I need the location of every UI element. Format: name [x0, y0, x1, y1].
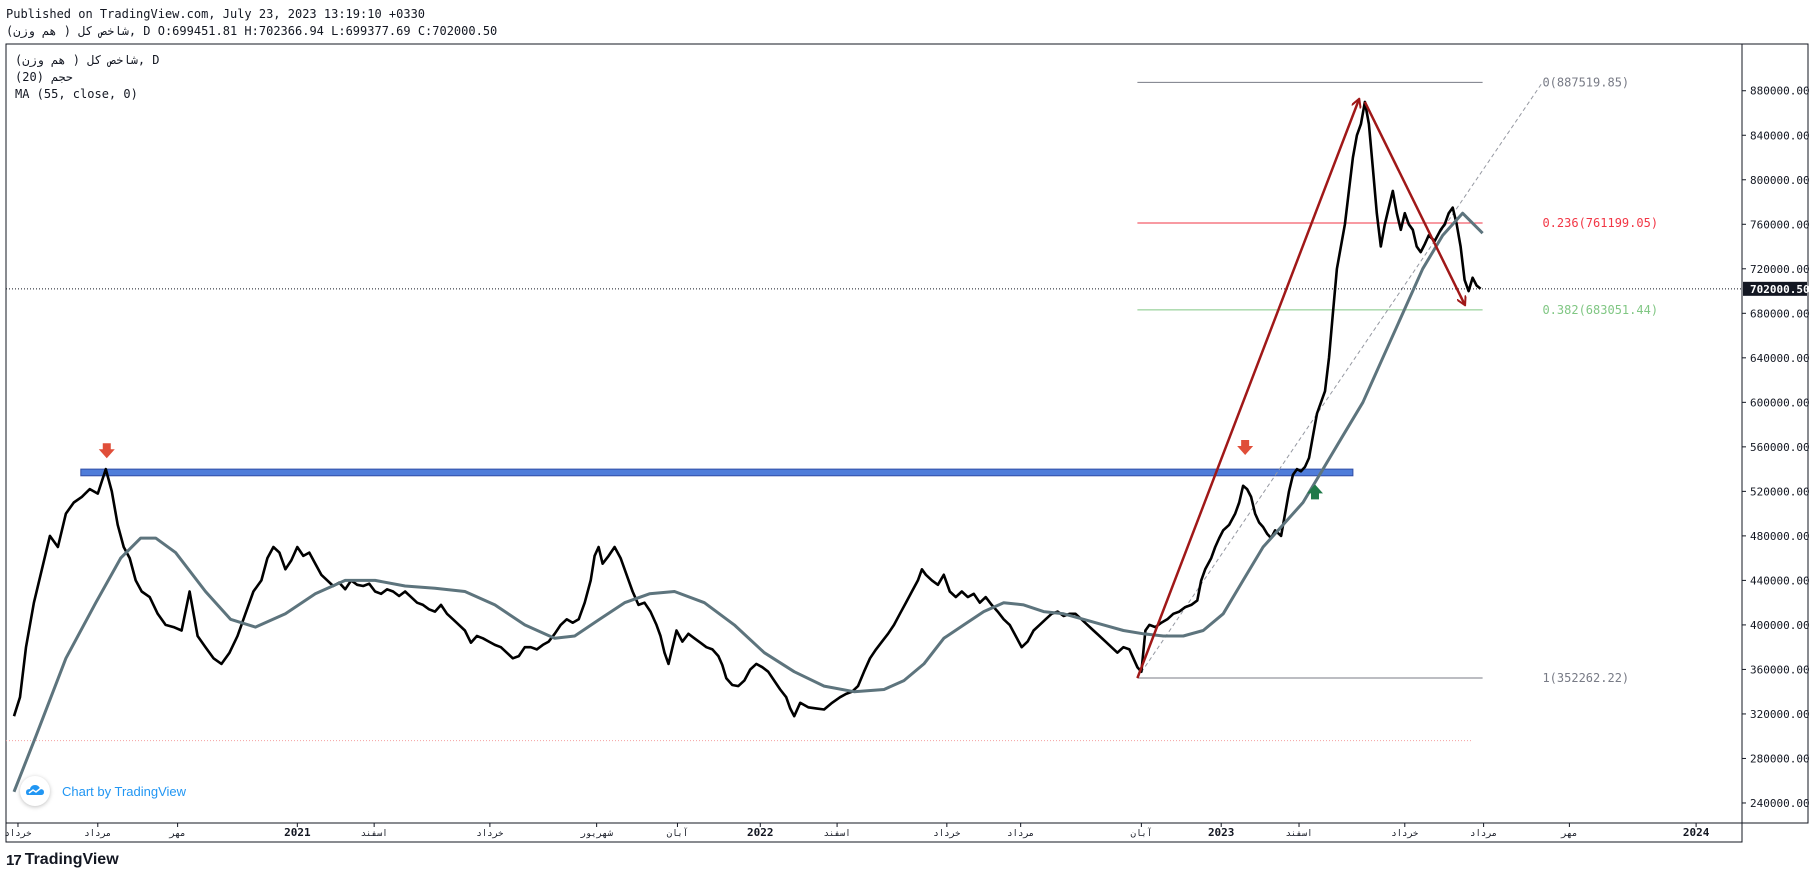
current-price-box: [1743, 281, 1807, 296]
resistance-band: [80, 468, 1354, 477]
x-tick-label: 2023: [1208, 826, 1235, 839]
time-axis-frame: [5, 822, 1743, 843]
y-tick-label: 440000.00: [1750, 574, 1810, 587]
x-tick-label: مرداد: [84, 829, 111, 839]
y-tick-label: 240000.00: [1750, 797, 1810, 810]
publish-line: Published on TradingView.com, July 23, 2…: [6, 7, 426, 21]
x-tick-label: آبان: [1131, 827, 1153, 839]
up-arrow-marker-icon: [1306, 484, 1323, 500]
x-tick-label: مرداد: [1007, 829, 1034, 839]
x-tick-label: خرداد: [933, 829, 960, 839]
trend-arrow: [1136, 100, 1358, 679]
legend-volume[interactable]: حجم (20): [15, 70, 73, 84]
x-tick-label: اسفند: [1285, 829, 1312, 839]
x-tick-label: 2022: [747, 826, 774, 839]
fib-level-label: 1(352262.22): [1542, 671, 1629, 685]
chart-by-label[interactable]: Chart by TradingView: [62, 783, 187, 799]
y-tick-label: 480000.00: [1750, 530, 1810, 543]
tradingview-cloud-icon: [20, 776, 50, 806]
y-tick-label: 520000.00: [1750, 485, 1810, 498]
price-line: [12, 100, 1482, 718]
y-tick-label: 800000.00: [1750, 174, 1810, 187]
x-tick-label: مرداد: [1470, 829, 1497, 839]
plot-frame: [5, 43, 1743, 824]
x-tick-label: 2021: [284, 826, 311, 839]
x-tick-label: مهر: [1560, 829, 1577, 839]
y-tick-label: 560000.00: [1750, 441, 1810, 454]
x-tick-label: خرداد: [476, 829, 503, 839]
y-tick-label: 360000.00: [1750, 663, 1810, 676]
y-tick-label: 680000.00: [1750, 307, 1810, 320]
fib-level-label: 0(887519.85): [1542, 75, 1629, 89]
y-tick-label: 320000.00: [1750, 708, 1810, 721]
x-tick-label: اسفند: [824, 829, 851, 839]
legend-symbol[interactable]: شاخص کل ( هم وزن), D: [15, 53, 160, 67]
x-tick-label: خرداد: [1391, 829, 1418, 839]
x-tick-label: اسفند: [361, 829, 388, 839]
x-tick-label: خرداد: [4, 829, 31, 839]
y-tick-label: 640000.00: [1750, 352, 1810, 365]
fib-level-label: 0.382(683051.44): [1542, 303, 1658, 317]
chart-legend: شاخص کل ( هم وزن), D حجم (20) MA (55, cl…: [15, 52, 160, 103]
y-tick-label: 880000.00: [1750, 85, 1810, 98]
x-tick-label: شهریور: [579, 829, 613, 839]
down-arrow-marker-icon: [1237, 439, 1254, 455]
moving-average-line: [12, 211, 1484, 793]
trend-arrow: [1363, 101, 1465, 305]
current-price-label: 702000.50: [1750, 283, 1810, 296]
y-tick-label: 280000.00: [1750, 752, 1810, 765]
price-axis-frame: [1741, 43, 1809, 824]
fib-trend-line: [1136, 82, 1543, 679]
fib-level-label: 0.236(761199.05): [1542, 216, 1658, 230]
tradingview-logo[interactable]: 17 TradingView: [6, 851, 119, 869]
chart-header: Published on TradingView.com, July 23, 2…: [6, 6, 497, 40]
x-tick-label: مهر: [168, 829, 185, 839]
legend-ma[interactable]: MA (55, close, 0): [15, 87, 138, 101]
chart-by-badge[interactable]: Chart by TradingView: [20, 776, 186, 806]
y-tick-label: 720000.00: [1750, 263, 1810, 276]
y-tick-label: 400000.00: [1750, 619, 1810, 632]
tradingview-brand: TradingView: [24, 851, 119, 868]
down-arrow-marker-icon: [98, 443, 115, 459]
x-tick-label: آبان: [667, 827, 689, 839]
y-tick-label: 760000.00: [1750, 218, 1810, 231]
y-tick-label: 840000.00: [1750, 129, 1810, 142]
y-tick-label: 600000.00: [1750, 396, 1810, 409]
x-tick-label: 2024: [1683, 826, 1710, 839]
tradingview-logo-icon: 17: [6, 851, 22, 869]
ohlc-line: شاخص کل ( هم وزن), D O:699451.81 H:70236…: [6, 24, 498, 38]
